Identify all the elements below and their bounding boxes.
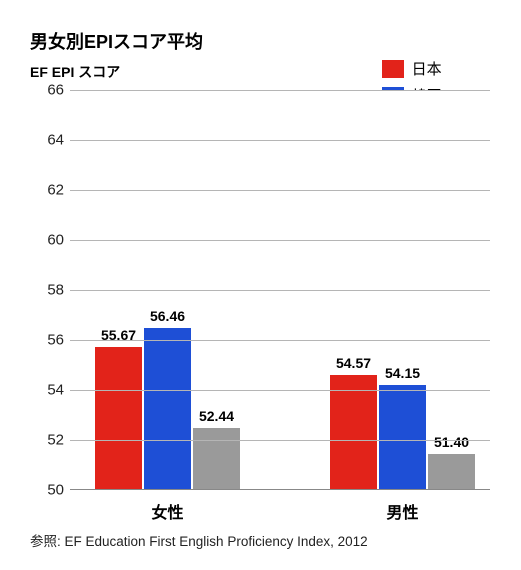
gridline — [70, 140, 490, 141]
gridline — [70, 240, 490, 241]
y-tick-label: 52 — [32, 432, 64, 449]
y-tick-label: 64 — [32, 132, 64, 149]
y-tick-label: 56 — [32, 332, 64, 349]
bar-value-label: 51.40 — [434, 434, 469, 450]
y-tick-label: 58 — [32, 282, 64, 299]
x-tick-label: 女性 — [151, 499, 183, 523]
gridline — [70, 340, 490, 341]
y-tick-label: 62 — [32, 182, 64, 199]
gridline — [70, 440, 490, 441]
y-tick-label: 60 — [32, 232, 64, 249]
bar — [95, 347, 142, 489]
bar-value-label: 54.15 — [385, 365, 420, 381]
gridline — [70, 90, 490, 91]
bar-value-label: 54.57 — [336, 355, 371, 371]
y-tick-label: 54 — [32, 382, 64, 399]
x-tick-label: 男性 — [386, 499, 418, 523]
bar-value-label: 52.44 — [199, 408, 234, 424]
bar — [428, 454, 475, 489]
bar-value-label: 56.46 — [150, 308, 185, 324]
gridline — [70, 190, 490, 191]
chart-title: 男女別EPIスコア平均 — [30, 28, 203, 54]
legend-item: 日本 — [382, 58, 486, 79]
plot-area: 55.6756.4652.4454.5754.1551.40 505254565… — [70, 90, 490, 490]
legend-label: 日本 — [412, 58, 442, 79]
source-citation: 参照: EF Education First English Proficien… — [30, 530, 368, 550]
gridline — [70, 290, 490, 291]
gridline — [70, 390, 490, 391]
y-tick-label: 66 — [32, 82, 64, 99]
bar — [193, 428, 240, 489]
y-tick-label: 50 — [32, 482, 64, 499]
y-axis-label: EF EPI スコア — [30, 62, 120, 82]
legend-swatch — [382, 60, 404, 78]
bar — [144, 328, 191, 490]
bar — [330, 375, 377, 489]
bar — [379, 385, 426, 489]
